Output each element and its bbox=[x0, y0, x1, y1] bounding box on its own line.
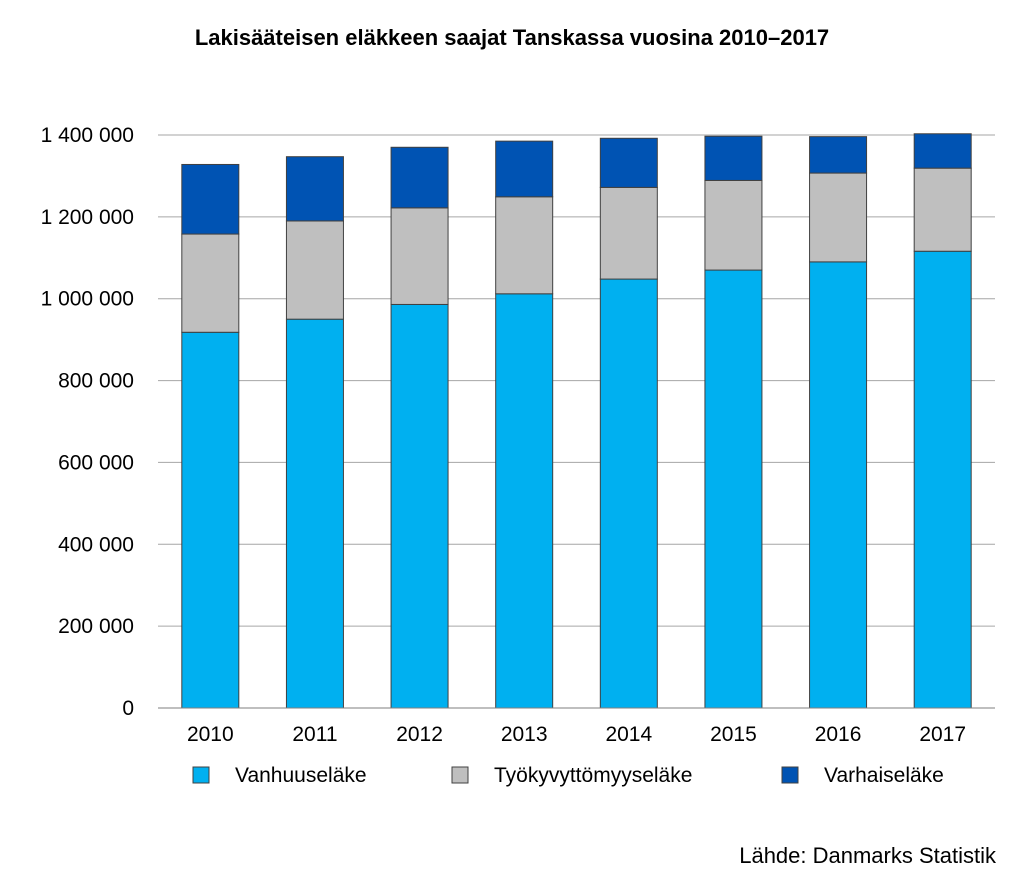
bar-2017-series-1 bbox=[913, 250, 972, 709]
bar-2012-series-1 bbox=[390, 303, 449, 709]
bar-2011-series-2 bbox=[285, 220, 344, 320]
bar-2016-series-1 bbox=[809, 261, 868, 709]
y-tick-label: 0 bbox=[122, 697, 134, 720]
y-tick-label: 1 400 000 bbox=[41, 124, 134, 147]
x-tick-label: 2012 bbox=[396, 723, 443, 746]
bars bbox=[181, 133, 972, 709]
chart-title: Lakisääteisen eläkkeen saajat Tanskassa … bbox=[195, 25, 829, 50]
legend-swatch-3 bbox=[781, 766, 799, 784]
y-tick-label: 600 000 bbox=[58, 451, 134, 474]
bar-2014-series-3 bbox=[599, 137, 658, 188]
bar-2015-series-2 bbox=[704, 179, 763, 271]
bar-2016-series-3 bbox=[809, 136, 868, 174]
legend-label-1: Vanhuuseläke bbox=[235, 764, 367, 787]
legend-swatch-1 bbox=[192, 766, 210, 784]
bar-2010-series-2 bbox=[181, 233, 240, 333]
x-tick-label: 2014 bbox=[605, 723, 652, 746]
bar-2013-series-1 bbox=[495, 293, 554, 709]
x-axis-ticks: 2010 2011 2012 2013 2014 2015 2016 2017 bbox=[187, 723, 966, 746]
bar-2012-series-2 bbox=[390, 207, 449, 305]
y-tick-label: 800 000 bbox=[58, 370, 134, 393]
y-tick-label: 200 000 bbox=[58, 615, 134, 638]
bar-2012-series-3 bbox=[390, 146, 449, 209]
legend-label-2: Työkyvyttömyyseläke bbox=[494, 764, 692, 787]
legend-swatch-2 bbox=[451, 766, 469, 784]
legend: Vanhuuseläke Työkyvyttömyyseläke Varhaisel… bbox=[192, 764, 944, 787]
bar-2010-series-3 bbox=[181, 163, 240, 235]
gridlines bbox=[158, 134, 995, 627]
bar-2017-series-3 bbox=[913, 133, 972, 169]
bar-2011-series-3 bbox=[285, 156, 344, 222]
y-tick-label: 400 000 bbox=[58, 533, 134, 556]
bar-2014-series-2 bbox=[599, 186, 658, 280]
bar-2013-series-3 bbox=[495, 140, 554, 198]
bar-2011-series-1 bbox=[285, 318, 344, 709]
bar-2017-series-2 bbox=[913, 167, 972, 252]
x-tick-label: 2010 bbox=[187, 723, 234, 746]
x-tick-label: 2016 bbox=[815, 723, 862, 746]
bar-2015-series-1 bbox=[704, 269, 763, 709]
x-tick-label: 2011 bbox=[292, 723, 337, 746]
x-tick-label: 2013 bbox=[501, 723, 548, 746]
y-tick-label: 1 200 000 bbox=[41, 206, 134, 229]
legend-label-3: Varhaiseläke bbox=[824, 764, 944, 787]
source-note: Lähde: Danmarks Statistik bbox=[739, 843, 997, 868]
bar-2010-series-1 bbox=[181, 331, 240, 709]
bar-2015-series-3 bbox=[704, 135, 763, 181]
bar-2014-series-1 bbox=[599, 278, 658, 709]
x-tick-label: 2015 bbox=[710, 723, 757, 746]
x-tick-label: 2017 bbox=[919, 723, 966, 746]
y-axis-ticks: 0 200 000 400 000 600 000 800 000 1 000 000 1 … bbox=[41, 124, 134, 720]
bar-2013-series-2 bbox=[495, 196, 554, 295]
bar-2016-series-2 bbox=[809, 172, 868, 263]
y-tick-label: 1 000 000 bbox=[41, 288, 134, 311]
